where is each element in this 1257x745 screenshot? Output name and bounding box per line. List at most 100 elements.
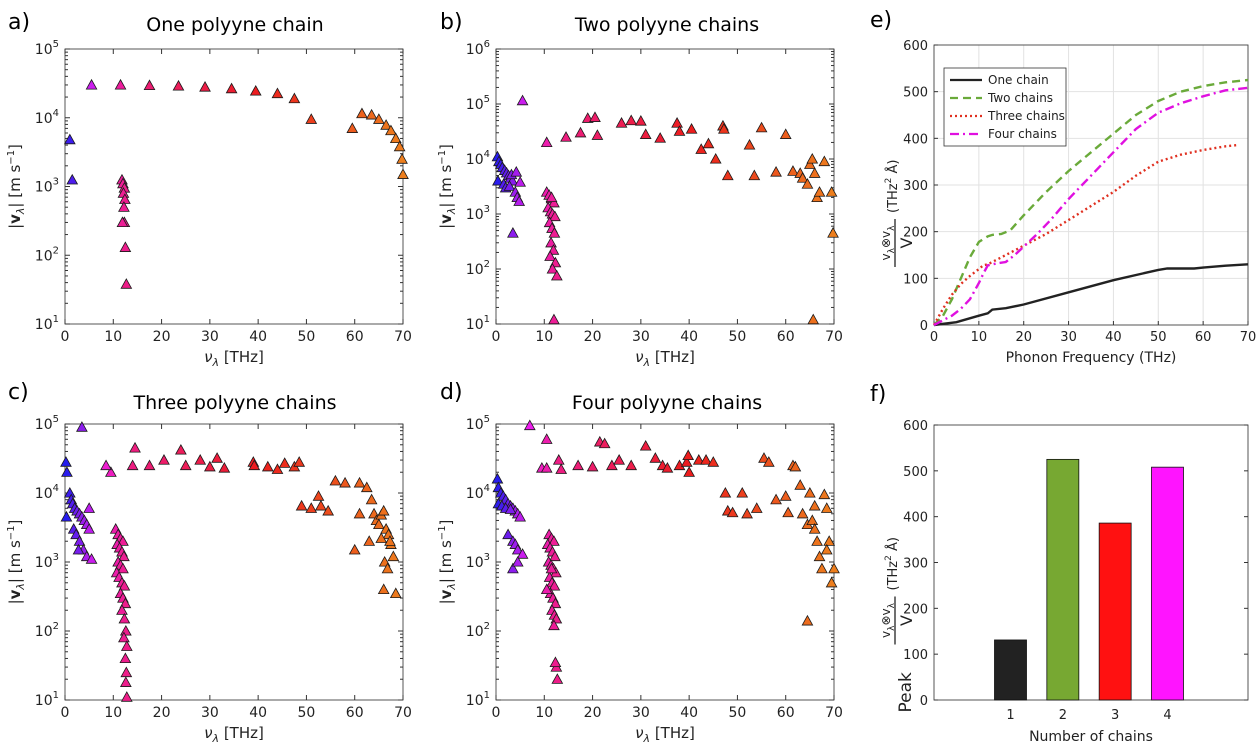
data-point (365, 493, 378, 505)
x-tick-label: 70 (394, 705, 412, 721)
panel-title-d: Four polyyne chains (571, 392, 763, 414)
data-point (119, 241, 132, 252)
x-axis-label: Phonon Frequency (THz) (1006, 350, 1177, 366)
data-point (507, 227, 519, 238)
data-point (348, 543, 361, 555)
data-point (552, 454, 565, 465)
x-axis-label: νλ [THz] (635, 724, 695, 745)
data-point (560, 131, 572, 142)
data-point (380, 119, 392, 130)
data-point (700, 454, 712, 465)
data-point (813, 186, 826, 197)
data-point (385, 124, 397, 136)
legend-label: Three chains (987, 109, 1065, 123)
data-point (119, 676, 132, 687)
data-point (172, 79, 185, 91)
y-tick-label: 102 (35, 621, 59, 640)
x-tick-label: 50 (298, 329, 316, 345)
data-point (119, 597, 132, 609)
data-point (818, 155, 831, 167)
y-axis-label-unit: (THz2 Å) (884, 160, 901, 213)
data-point (818, 488, 831, 500)
y-tick-label: 104 (466, 483, 490, 502)
series-line-3 (932, 143, 1240, 326)
data-point (811, 535, 823, 546)
data-point (353, 507, 366, 519)
data-point (511, 555, 524, 567)
data-point (504, 503, 517, 514)
data-point (801, 178, 814, 189)
data-point (83, 523, 96, 534)
x-tick-label: 0 (930, 330, 938, 345)
data-point (549, 210, 561, 222)
y-axis-label-unit: (THz2 Å) (884, 537, 901, 590)
y-tick-label: 400 (903, 511, 928, 526)
data-point (801, 614, 814, 626)
legend: One chain Two chains Three chains Four chai… (943, 67, 1067, 147)
x-tick-label: 70 (825, 329, 843, 345)
data-point (673, 125, 686, 136)
data-point (661, 462, 674, 473)
data-point (683, 466, 696, 477)
x-tick-label: 40 (249, 705, 267, 721)
y-axis-label: |vλ| [m s−1] (437, 144, 458, 229)
series-line-2 (933, 78, 1249, 326)
data-point (695, 143, 708, 154)
scatter-panel-b: 101 102 103 104 105 106 0 10 20 30 40 50 60 70 νλ [THz… (437, 39, 843, 369)
x-tick-label: 10 (104, 705, 122, 721)
scatter-points (63, 78, 409, 289)
x-tick-label: 50 (298, 705, 316, 721)
x-tick-label: 30 (632, 705, 650, 721)
data-point (572, 459, 584, 471)
data-point (548, 227, 561, 238)
data-point (606, 459, 618, 471)
data-point (85, 78, 98, 90)
data-point (813, 550, 826, 562)
data-point (823, 535, 836, 546)
data-point (719, 486, 732, 498)
bar-panel-f: 0 100 200 300 400 500 600 1 2 3 4 Number of chains P… (879, 419, 1249, 745)
bar (994, 639, 1027, 701)
bar (1046, 458, 1080, 701)
data-point (83, 502, 96, 513)
data-point (118, 579, 131, 591)
data-point (175, 443, 187, 455)
y-tick-label: 600 (903, 39, 928, 54)
data-point (211, 452, 223, 463)
panel-letter-e: e) (870, 8, 893, 33)
x-tick-label: 10 (535, 705, 553, 721)
data-point (808, 167, 821, 178)
data-point (770, 493, 782, 505)
y-tick-label: 100 (903, 648, 928, 663)
data-point (796, 507, 809, 519)
y-tick-label: 103 (35, 552, 59, 571)
data-point (550, 269, 563, 281)
y-axis-label: vλ⊗vλV (THz2 Å) (879, 160, 916, 267)
data-point (787, 165, 799, 176)
x-tick-label: 20 (153, 329, 171, 345)
data-point (540, 433, 553, 444)
data-point (315, 499, 327, 511)
data-point (808, 523, 821, 534)
data-point (806, 152, 819, 164)
scatter-panel-c: 101 102 103 104 105 0 10 20 30 40 50 60 70 νλ [THz] |v… (6, 414, 412, 745)
data-point (60, 456, 72, 467)
data-point (377, 504, 390, 516)
data-point (271, 463, 284, 474)
data-point (726, 506, 739, 518)
data-point (502, 528, 514, 540)
data-point (613, 454, 626, 465)
data-point (741, 507, 753, 519)
data-point (555, 463, 568, 474)
y-axis-label-peak-word: Peak (896, 672, 916, 713)
data-point (120, 666, 133, 678)
data-point (129, 441, 141, 453)
data-point (789, 460, 802, 472)
y-tick-label: 300 (903, 557, 928, 572)
data-point (381, 562, 394, 574)
data-point (513, 195, 526, 206)
data-point (396, 153, 408, 164)
data-point (736, 486, 749, 498)
y-tick-label: 500 (903, 86, 928, 101)
y-tick-label: 103 (35, 177, 59, 196)
